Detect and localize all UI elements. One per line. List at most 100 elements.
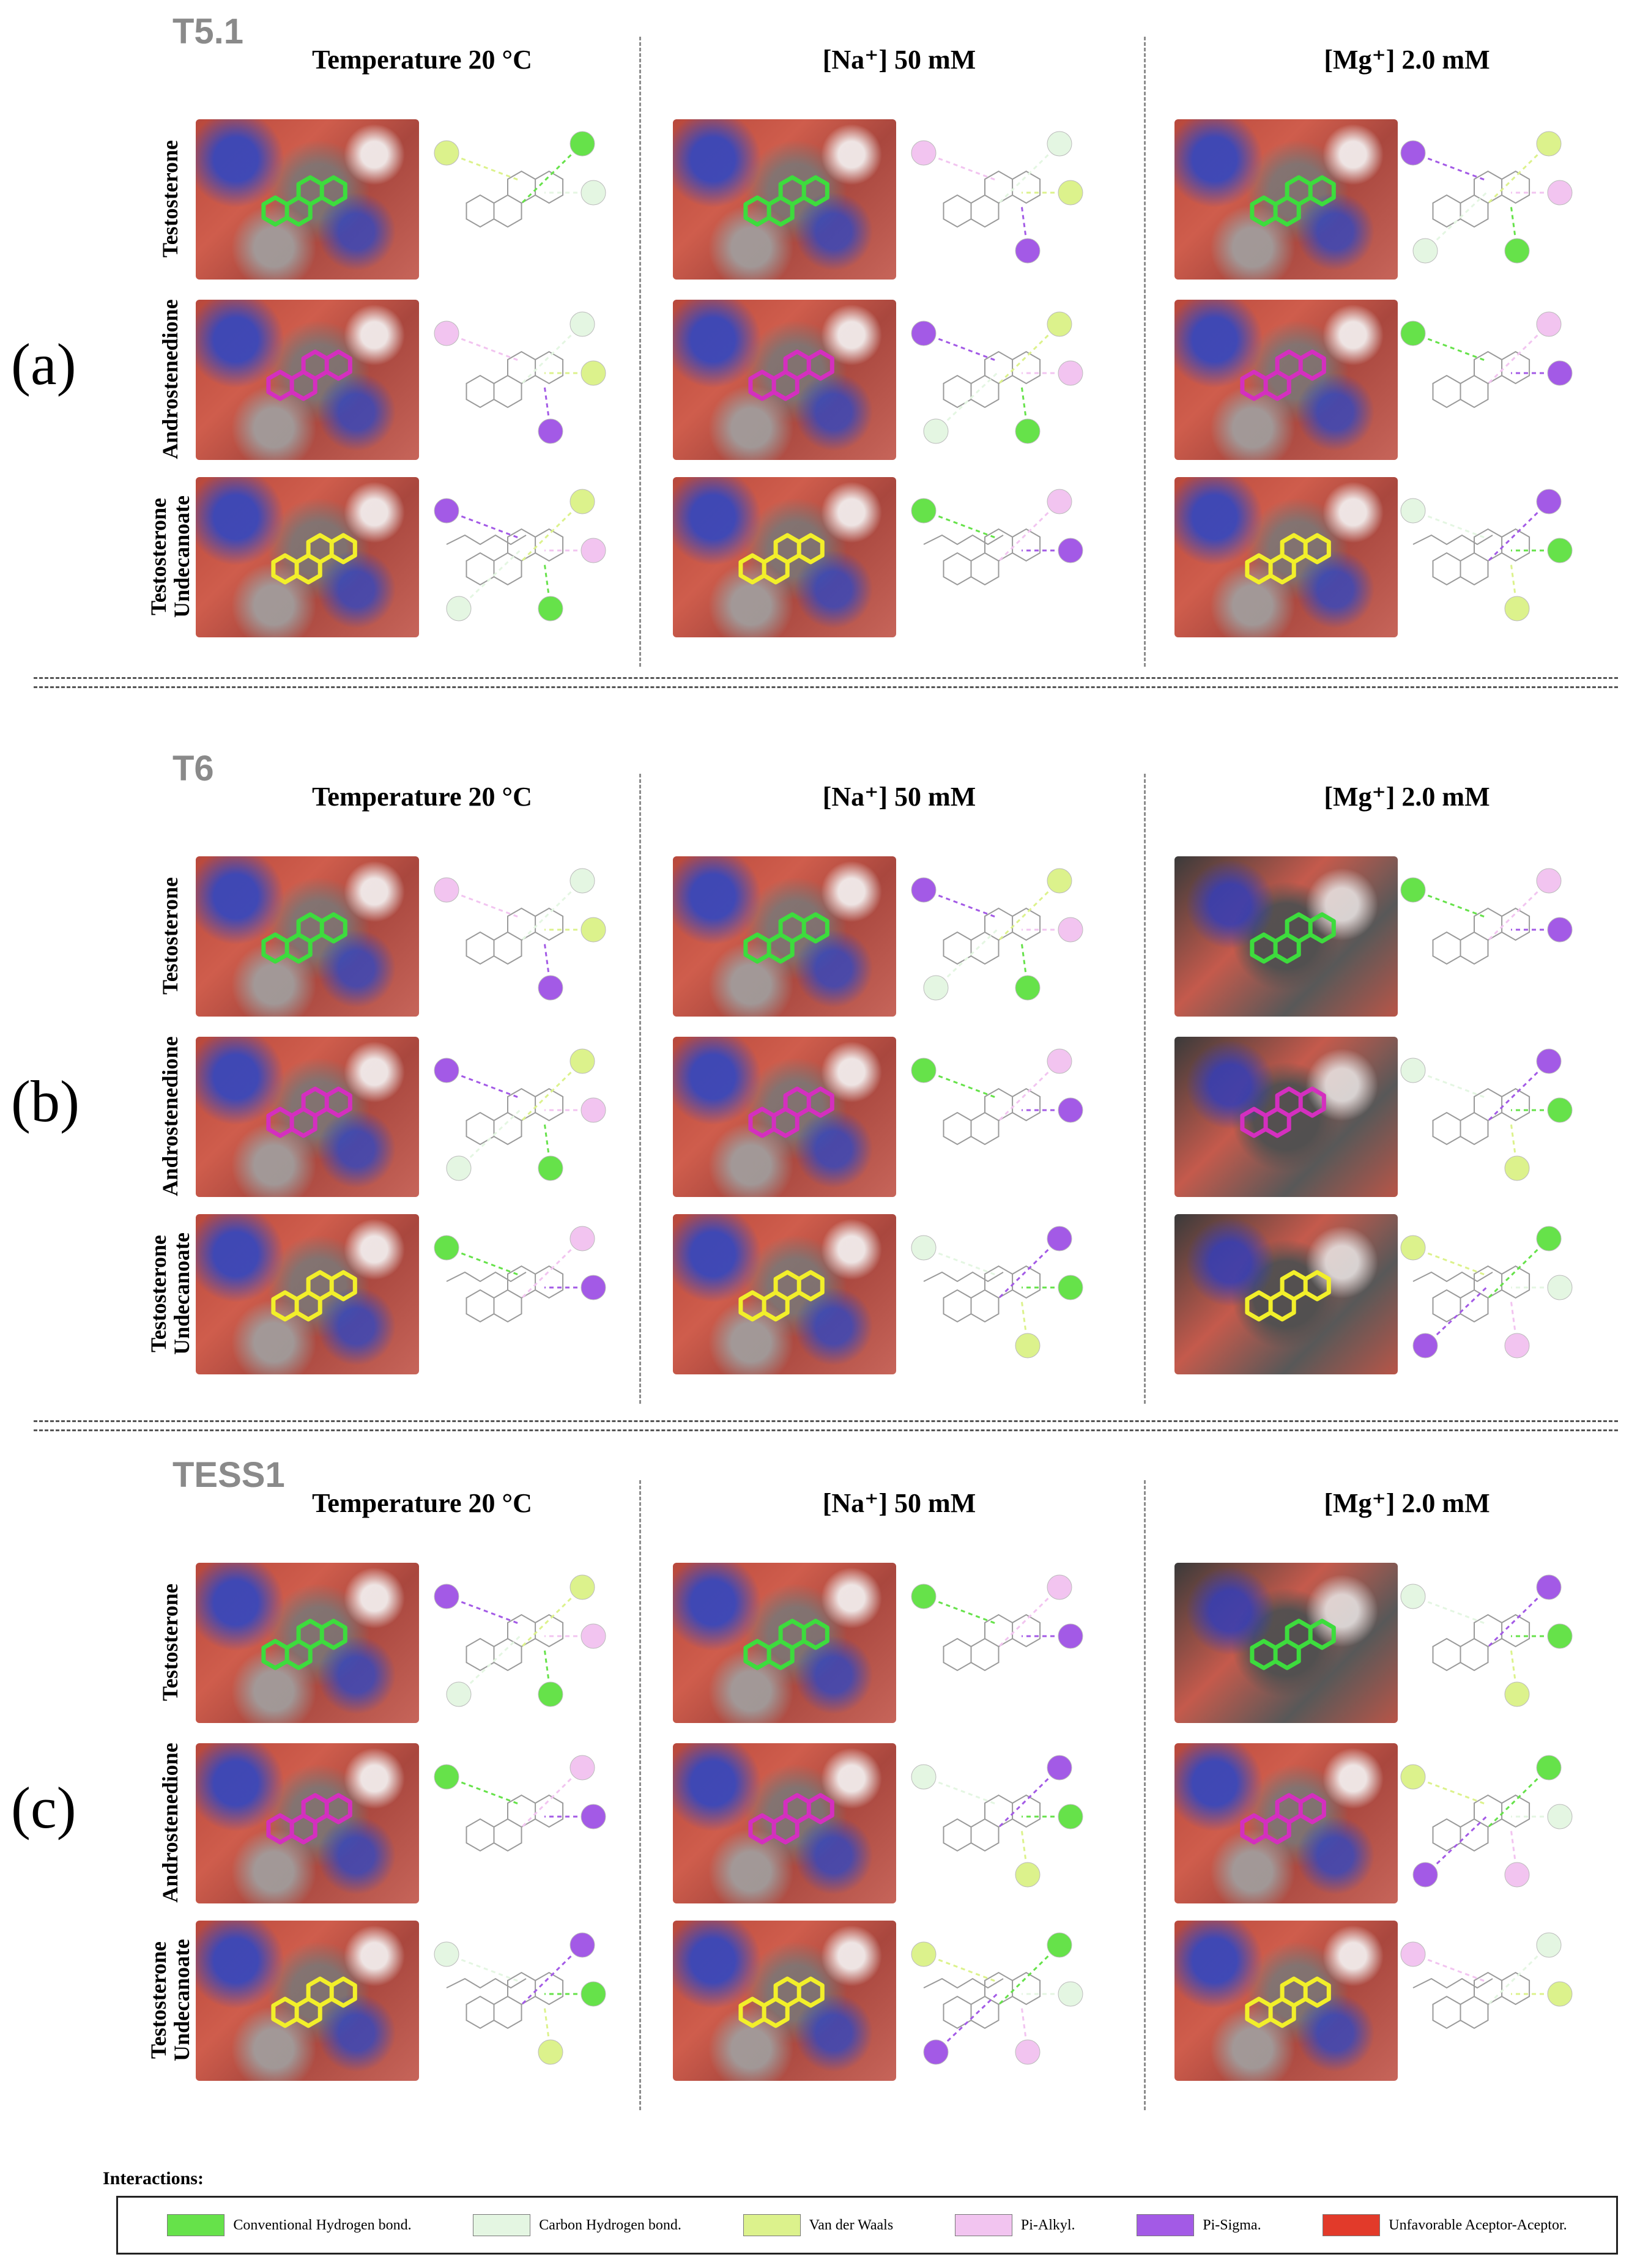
panel-b-column-header: [Mg⁺] 2.0 mM [1324, 782, 1490, 812]
interaction-line [935, 928, 998, 989]
ligand-skeleton [943, 907, 1041, 965]
interaction-line [458, 549, 521, 610]
interaction-line [519, 1060, 584, 1124]
residue-node [911, 1235, 937, 1261]
residue-node [581, 538, 606, 563]
interaction-line [1485, 1237, 1550, 1301]
panel-a-row-label: Testosterone [158, 140, 182, 258]
ligand-stick-model [1250, 912, 1336, 964]
residue-node [434, 1584, 459, 1609]
ligand-bonds [1240, 1086, 1326, 1138]
legend-item: Carbon Hydrogen bond. [473, 2214, 681, 2236]
panel-a-row-label: Androstenedione [158, 299, 182, 459]
residue-node [1058, 180, 1083, 206]
residue-node [911, 1058, 937, 1083]
residue-node [434, 1235, 459, 1261]
docking-pose-image [1174, 1214, 1398, 1374]
ligand-skeleton [466, 1794, 564, 1852]
interaction-line [923, 1595, 998, 1625]
residue-node [1047, 311, 1072, 337]
docking-pose-image [1174, 1921, 1398, 2081]
panel-separator [34, 677, 1618, 679]
ligand-bonds [261, 912, 347, 964]
interaction-diagram-2d [1400, 1226, 1573, 1358]
panel-b-letter: (b) [11, 1069, 80, 1134]
panel-b-row-label: Androstenedione [158, 1036, 182, 1196]
residue-node [1058, 917, 1083, 943]
interaction-diagram-2d [911, 868, 1083, 1001]
residue-node [538, 596, 563, 621]
docking-pose-image [673, 300, 896, 460]
ligand-bonds [266, 1086, 352, 1138]
interaction-line [935, 372, 998, 432]
residue-node [1547, 538, 1573, 563]
alkyl-chain [1412, 534, 1493, 546]
residue-node [581, 180, 606, 206]
residue-node [538, 2039, 563, 2065]
residue-node [911, 1764, 937, 1790]
interaction-line [446, 1595, 521, 1625]
ligand-stick-model [261, 1618, 347, 1670]
residue-node [1015, 2039, 1041, 2065]
interaction-line [923, 332, 998, 362]
ligand-bonds [1245, 1976, 1331, 2028]
residue-node [911, 877, 937, 903]
residue-node [1547, 1097, 1573, 1123]
row-label-line: Undecanoate [169, 495, 194, 618]
ligand-bonds [1250, 912, 1336, 964]
legend-label: Pi-Alkyl. [1020, 2217, 1075, 2233]
ligand-bonds [743, 175, 829, 227]
legend-label: Van der Waals [809, 2217, 894, 2233]
ligand-bonds [271, 1976, 357, 2028]
docking-pose-image [1174, 300, 1398, 460]
residue-node [1536, 1226, 1562, 1251]
ligand-skeleton [943, 1088, 1041, 1146]
ligand-skeleton [1432, 350, 1530, 409]
panel-c-title: TESS1 [173, 1455, 285, 1495]
ligand-bonds [738, 1976, 825, 2028]
residue-node [446, 1681, 472, 1707]
residue-node [434, 321, 459, 346]
ligand-bonds [743, 1618, 829, 1670]
ligand-stick-model [748, 349, 834, 401]
residue-node [1400, 877, 1426, 903]
ligand-skeleton [943, 1614, 1041, 1672]
ligand-skeleton [466, 1614, 564, 1672]
interaction-diagram-2d [911, 1755, 1083, 1888]
residue-node [1015, 1862, 1041, 1888]
residue-node [1058, 1981, 1083, 2007]
panel-a-column-header: [Na⁺] 50 mM [822, 45, 976, 75]
alkyl-chain [923, 1271, 1004, 1283]
residue-node [911, 1584, 937, 1609]
legend-item: Pi-Sigma. [1137, 2214, 1261, 2236]
interaction-line [1412, 889, 1487, 919]
interaction-diagram-2d [434, 311, 606, 444]
residue-node [1015, 238, 1041, 264]
docking-pose-image [196, 300, 419, 460]
panel-separator [34, 686, 1618, 688]
ligand-skeleton [466, 528, 564, 586]
residue-node [1536, 131, 1562, 157]
ligand-bonds [271, 533, 357, 585]
interaction-diagram-2d [434, 1755, 606, 1852]
residue-node [1547, 180, 1573, 206]
ligand-stick-model [738, 1270, 825, 1322]
legend-item: Van der Waals [743, 2214, 894, 2236]
row-label-line: Undecanoate [169, 1232, 194, 1355]
row-label-line: Testosterone [146, 1941, 171, 2059]
residue-node [1504, 238, 1530, 264]
ligand-skeleton [466, 1265, 564, 1323]
legend-label: Carbon Hydrogen bond. [539, 2217, 681, 2233]
interaction-line [923, 889, 998, 919]
residue-node [911, 140, 937, 166]
docking-pose-image [1174, 119, 1398, 280]
residue-node [923, 975, 949, 1001]
interaction-line [1412, 152, 1487, 182]
panel-separator [34, 1420, 1618, 1422]
ligand-bonds [1240, 1793, 1326, 1845]
residue-node [1412, 1862, 1438, 1888]
residue-node [923, 2039, 949, 2065]
docking-pose-image [196, 856, 419, 1017]
interaction-diagram-2d [1400, 1574, 1573, 1707]
residue-node [1047, 1574, 1072, 1600]
